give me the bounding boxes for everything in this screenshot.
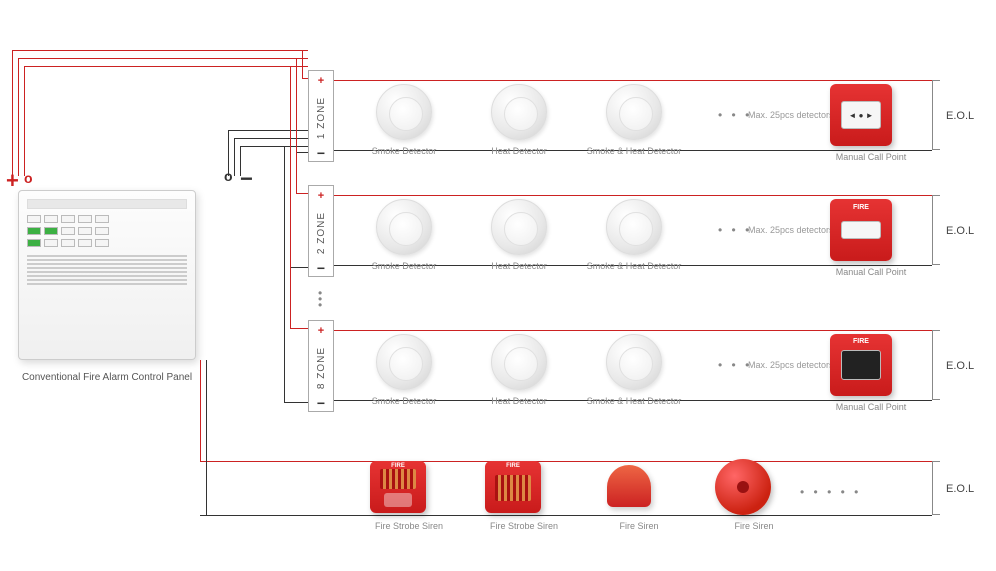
control-panel-label: Conventional Fire Alarm Control Panel bbox=[18, 372, 196, 383]
manual-call-point bbox=[830, 84, 892, 146]
fire-siren bbox=[604, 465, 654, 513]
eol-bracket bbox=[932, 461, 940, 515]
detector bbox=[600, 84, 668, 134]
fire-strobe-siren bbox=[485, 461, 541, 513]
eol-label: E.O.L bbox=[946, 110, 974, 122]
zone-2-box: +2 ZONE− bbox=[308, 185, 334, 277]
fire-strobe-siren bbox=[370, 461, 426, 513]
detector bbox=[600, 199, 668, 249]
ellipsis: • • • • • bbox=[800, 485, 861, 499]
max-note: Max. 25pcs detectors bbox=[748, 225, 834, 235]
detector bbox=[600, 334, 668, 384]
detector-label: Smoke Detector bbox=[349, 396, 459, 406]
eol-bracket bbox=[932, 80, 940, 150]
manual-call-point bbox=[830, 334, 892, 396]
detector bbox=[485, 334, 553, 384]
siren-label: Fire Siren bbox=[594, 521, 684, 531]
zone-ellipsis: ••• bbox=[318, 290, 322, 308]
control-panel bbox=[18, 190, 196, 360]
eol-label: E.O.L bbox=[946, 225, 974, 237]
detector bbox=[370, 334, 438, 384]
zone-8-box: +8 ZONE− bbox=[308, 320, 334, 412]
detector bbox=[370, 84, 438, 134]
siren-label: Fire Strobe Siren bbox=[479, 521, 569, 531]
terminal-positive-ring: o bbox=[24, 170, 33, 186]
zone-1-box: +1 ZONE− bbox=[308, 70, 334, 162]
eol-bracket bbox=[932, 195, 940, 265]
manual-call-point bbox=[830, 199, 892, 261]
detector bbox=[485, 199, 553, 249]
detector-label: Smoke & Heat Detector bbox=[579, 261, 689, 271]
siren-label: Fire Siren bbox=[709, 521, 799, 531]
call-point-label: Manual Call Point bbox=[826, 152, 916, 162]
terminal-negative: − bbox=[240, 166, 253, 192]
detector-label: Heat Detector bbox=[464, 261, 574, 271]
max-note: Max. 25pcs detectors bbox=[748, 110, 834, 120]
siren-label: Fire Strobe Siren bbox=[364, 521, 454, 531]
detector-label: Heat Detector bbox=[464, 146, 574, 156]
detector-label: Smoke Detector bbox=[349, 146, 459, 156]
max-note: Max. 25pcs detectors bbox=[748, 360, 834, 370]
detector-label: Smoke & Heat Detector bbox=[579, 146, 689, 156]
fire-siren-bell bbox=[715, 459, 771, 515]
eol-label: E.O.L bbox=[946, 360, 974, 372]
detector-label: Heat Detector bbox=[464, 396, 574, 406]
call-point-label: Manual Call Point bbox=[826, 267, 916, 277]
detector bbox=[485, 84, 553, 134]
detector-label: Smoke & Heat Detector bbox=[579, 396, 689, 406]
call-point-label: Manual Call Point bbox=[826, 402, 916, 412]
eol-label: E.O.L bbox=[946, 483, 974, 495]
detector bbox=[370, 199, 438, 249]
detector-label: Smoke Detector bbox=[349, 261, 459, 271]
eol-bracket bbox=[932, 330, 940, 400]
